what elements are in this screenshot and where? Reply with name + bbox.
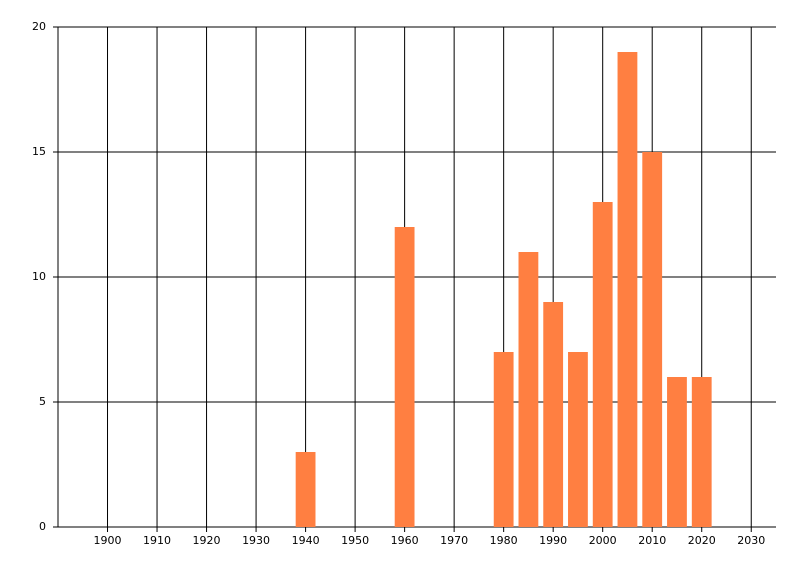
bar [691,377,712,527]
bar [493,352,514,527]
x-tick-label: 1910 [143,534,171,547]
y-tick-label: 15 [32,145,46,158]
bar [295,452,316,527]
x-tick-label: 1930 [242,534,270,547]
bar [642,152,663,527]
bar [568,352,588,527]
bar [543,302,564,527]
x-tick-label: 2030 [737,534,765,547]
x-tick-label: 1960 [391,534,419,547]
x-tick-label: 2000 [589,534,617,547]
bar [518,252,539,527]
y-tick-label: 20 [32,20,46,33]
x-tick-label: 1940 [292,534,320,547]
x-tick-label: 1950 [341,534,369,547]
x-tick-label: 1970 [440,534,468,547]
x-tick-label: 1920 [193,534,221,547]
x-tick-label: 1900 [94,534,122,547]
x-tick-label: 1990 [539,534,567,547]
x-tick-label: 1980 [490,534,518,547]
y-tick-label: 0 [39,520,46,533]
y-tick-label: 10 [32,270,46,283]
bar [617,52,638,527]
bar [667,377,687,527]
x-tick-label: 2010 [638,534,666,547]
x-tick-label: 2020 [688,534,716,547]
y-tick-label: 5 [39,395,46,408]
bar [394,227,415,527]
bar [592,202,613,527]
